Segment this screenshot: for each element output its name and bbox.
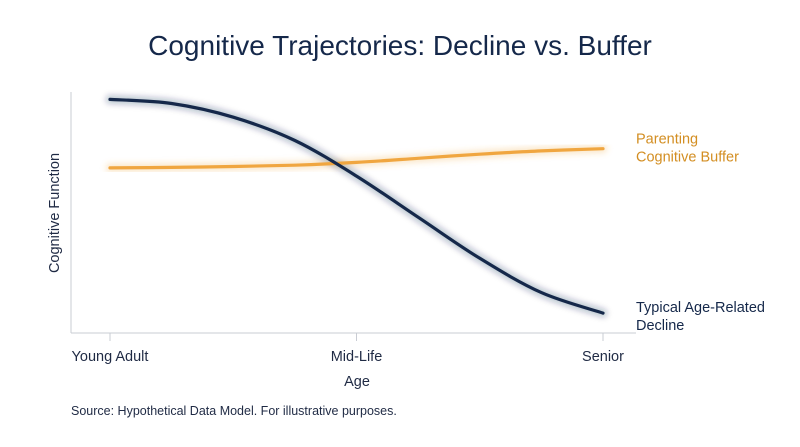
x-tick-label: Mid-Life [331, 349, 383, 365]
parenting-cognitive-buffer-label-line: Parenting [636, 132, 698, 148]
series-labels: Typical Age-Related Decline Parenting Cogni… [636, 132, 765, 334]
x-tick-label: Senior [582, 349, 624, 365]
series-glow [105, 94, 608, 318]
y-axis-title: Cognitive Function [47, 153, 63, 273]
axes [70, 92, 636, 334]
source-note: Source: Hypothetical Data Model. For ill… [71, 404, 397, 418]
parenting-cognitive-buffer-line [108, 147, 605, 170]
typical-age-related-decline-glow [105, 94, 608, 318]
typical-age-related-decline-label-line: Typical Age-Related [636, 300, 765, 316]
typical-age-related-decline-label-line: Decline [636, 318, 684, 334]
typical-age-related-decline-line [108, 97, 605, 315]
typical-age-related-decline-label: Typical Age-Related Decline [636, 300, 765, 334]
x-axis-title: Age [344, 374, 370, 390]
series-group [108, 97, 605, 315]
chart-title: Cognitive Trajectories: Decline vs. Buff… [148, 30, 652, 61]
parenting-cognitive-buffer-label-line: Cognitive Buffer [636, 150, 739, 166]
parenting-cognitive-buffer-label: Parenting Cognitive Buffer [636, 132, 739, 166]
x-ticks: Young Adult Mid-Life Senior [72, 333, 624, 365]
x-tick-label: Young Adult [72, 349, 149, 365]
